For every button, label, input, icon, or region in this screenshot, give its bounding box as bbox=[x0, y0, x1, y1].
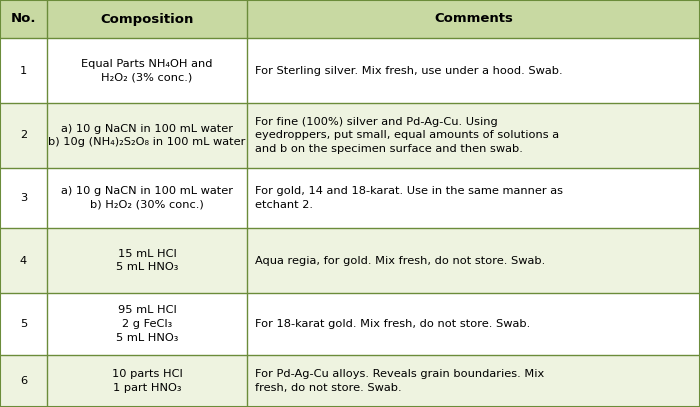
Bar bbox=[0, 293, 47, 355]
Bar bbox=[247, 38, 700, 103]
Bar bbox=[0, 0, 47, 38]
Bar bbox=[0, 168, 47, 228]
Bar bbox=[0, 355, 47, 407]
Bar bbox=[47, 38, 247, 103]
Text: For 18-karat gold. Mix fresh, do not store. Swab.: For 18-karat gold. Mix fresh, do not sto… bbox=[255, 319, 531, 329]
Text: 3: 3 bbox=[20, 193, 27, 203]
Text: No.: No. bbox=[10, 13, 36, 26]
Bar bbox=[47, 355, 247, 407]
Text: Comments: Comments bbox=[434, 13, 513, 26]
Bar bbox=[47, 103, 247, 168]
Text: 2: 2 bbox=[20, 131, 27, 140]
Bar bbox=[247, 355, 700, 407]
Bar bbox=[247, 168, 700, 228]
Text: For fine (100%) silver and Pd-Ag-Cu. Using
eyedroppers, put small, equal amounts: For fine (100%) silver and Pd-Ag-Cu. Usi… bbox=[255, 117, 559, 154]
Text: For Sterling silver. Mix fresh, use under a hood. Swab.: For Sterling silver. Mix fresh, use unde… bbox=[255, 66, 563, 76]
Bar bbox=[247, 0, 700, 38]
Bar bbox=[0, 103, 47, 168]
Bar bbox=[47, 228, 247, 293]
Text: Composition: Composition bbox=[100, 13, 194, 26]
Text: 6: 6 bbox=[20, 376, 27, 386]
Text: Equal Parts NH₄OH and
H₂O₂ (3% conc.): Equal Parts NH₄OH and H₂O₂ (3% conc.) bbox=[81, 59, 213, 82]
Bar bbox=[0, 228, 47, 293]
Text: Aqua regia, for gold. Mix fresh, do not store. Swab.: Aqua regia, for gold. Mix fresh, do not … bbox=[255, 256, 545, 265]
Bar bbox=[0, 38, 47, 103]
Bar bbox=[47, 0, 247, 38]
Text: For gold, 14 and 18-karat. Use in the same manner as
etchant 2.: For gold, 14 and 18-karat. Use in the sa… bbox=[255, 186, 563, 210]
Text: 1: 1 bbox=[20, 66, 27, 76]
Text: a) 10 g NaCN in 100 mL water
b) 10g (NH₄)₂S₂O₈ in 100 mL water: a) 10 g NaCN in 100 mL water b) 10g (NH₄… bbox=[48, 124, 246, 147]
Text: a) 10 g NaCN in 100 mL water
b) H₂O₂ (30% conc.): a) 10 g NaCN in 100 mL water b) H₂O₂ (30… bbox=[61, 186, 233, 210]
Text: 95 mL HCl
2 g FeCl₃
5 mL HNO₃: 95 mL HCl 2 g FeCl₃ 5 mL HNO₃ bbox=[116, 305, 178, 343]
Text: 15 mL HCl
5 mL HNO₃: 15 mL HCl 5 mL HNO₃ bbox=[116, 249, 178, 272]
Text: 5: 5 bbox=[20, 319, 27, 329]
Bar bbox=[47, 293, 247, 355]
Text: 10 parts HCl
1 part HNO₃: 10 parts HCl 1 part HNO₃ bbox=[111, 369, 183, 393]
Bar bbox=[247, 228, 700, 293]
Text: 4: 4 bbox=[20, 256, 27, 265]
Bar bbox=[247, 103, 700, 168]
Bar bbox=[47, 168, 247, 228]
Bar bbox=[247, 293, 700, 355]
Text: For Pd-Ag-Cu alloys. Reveals grain boundaries. Mix
fresh, do not store. Swab.: For Pd-Ag-Cu alloys. Reveals grain bound… bbox=[255, 369, 545, 393]
